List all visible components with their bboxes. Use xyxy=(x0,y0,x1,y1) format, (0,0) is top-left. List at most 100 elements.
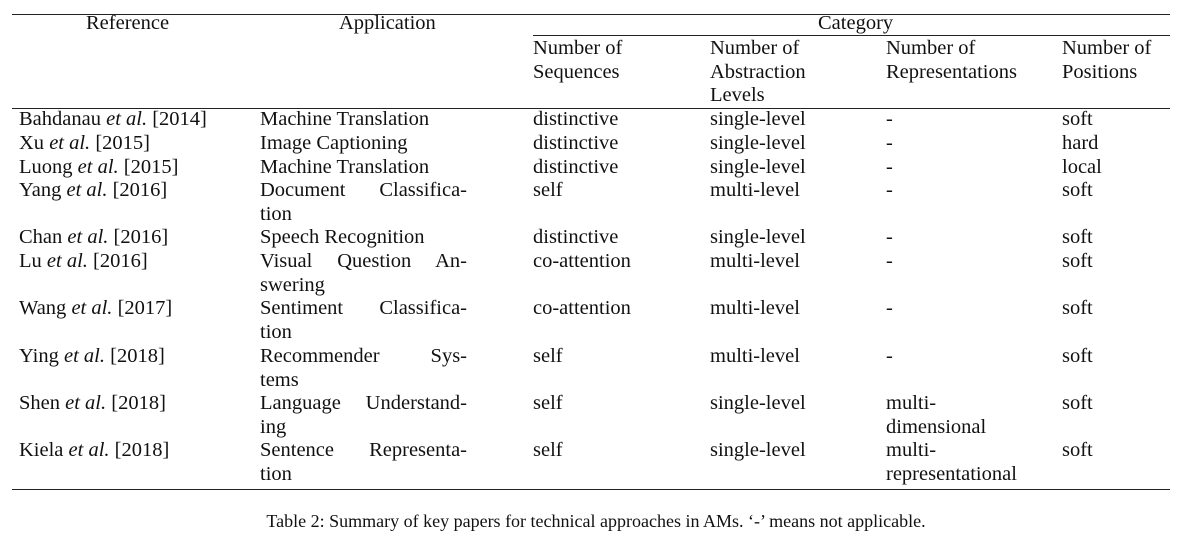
reference-et-al: et al. xyxy=(46,250,88,272)
cell-abstraction: single-level xyxy=(710,132,806,154)
cell-reference: Luong et al. [2015] xyxy=(19,156,178,180)
header-line: Number of xyxy=(533,37,623,59)
application-line: tion xyxy=(260,462,292,485)
reference-year: [2014] xyxy=(147,108,207,130)
application-line: Language Understand- xyxy=(260,392,467,414)
reference-year: [2018] xyxy=(106,392,166,414)
reference-author: Luong xyxy=(19,156,78,178)
cell-reference: Lu et al. [2016] xyxy=(19,250,148,274)
table-top-rule xyxy=(12,14,1170,15)
header-number-of-representations: Number of Representations xyxy=(886,37,1017,84)
reference-et-al: et al. xyxy=(64,345,105,367)
header-number-of-abstraction-levels: Number of Abstraction Levels xyxy=(710,37,806,108)
cell-reference: Chan et al. [2016] xyxy=(19,226,168,250)
header-number-of-sequences: Number of Sequences xyxy=(533,37,622,84)
cell-abstraction: multi-level xyxy=(710,179,800,201)
table-header-rule xyxy=(533,35,1170,36)
cell-representations: - xyxy=(886,108,893,132)
cell-application: Sentence Representa-tion xyxy=(260,439,467,486)
representations-line: - xyxy=(886,132,893,154)
header-line: Abstraction xyxy=(710,60,806,83)
reference-author: Chan xyxy=(19,226,68,248)
cell-reference: Kiela et al. [2018] xyxy=(19,439,169,463)
application-line: Visual Question An- xyxy=(260,250,467,272)
cell-application: Language Understand-ing xyxy=(260,392,467,439)
application-line: Sentence Representa- xyxy=(260,439,467,461)
representations-line: - xyxy=(886,179,893,201)
cell-representations: - xyxy=(886,226,893,250)
representations-line: multi- xyxy=(886,439,937,461)
cell-representations: multi-dimensional xyxy=(886,392,986,439)
reference-et-al: et al. xyxy=(106,108,148,130)
application-line: Image Captioning xyxy=(260,132,408,154)
cell-positions: soft xyxy=(1062,345,1093,367)
cell-reference: Bahdanau et al. [2014] xyxy=(19,108,207,132)
cell-sequences: distinctive xyxy=(533,108,619,130)
cell-application: Image Captioning xyxy=(260,132,467,156)
cell-abstraction: multi-level xyxy=(710,297,800,319)
reference-et-al: et al. xyxy=(66,179,108,201)
representations-line: - xyxy=(886,345,893,367)
cell-sequences: co-attention xyxy=(533,250,631,272)
cell-application: Document Classifica-tion xyxy=(260,179,467,226)
cell-application: Recommender Sys-tems xyxy=(260,345,467,392)
cell-positions: soft xyxy=(1062,250,1093,272)
reference-year: [2017] xyxy=(112,297,173,319)
representations-line: multi- xyxy=(886,392,937,414)
cell-application: Machine Translation xyxy=(260,108,467,132)
application-line: tems xyxy=(260,368,299,391)
header-number-of-positions: Number of Positions xyxy=(1062,37,1151,84)
reference-et-al: et al. xyxy=(71,297,113,319)
cell-reference: Ying et al. [2018] xyxy=(19,345,165,369)
cell-representations: - xyxy=(886,179,893,203)
cell-representations: - xyxy=(886,156,893,180)
reference-year: [2016] xyxy=(87,250,148,272)
application-line: Sentiment Classifica- xyxy=(260,297,467,319)
reference-year: [2016] xyxy=(107,179,168,201)
cell-abstraction: multi-level xyxy=(710,345,800,367)
table-caption: Table 2: Summary of key papers for techn… xyxy=(266,511,926,531)
cell-representations: - xyxy=(886,250,893,274)
cell-positions: hard xyxy=(1062,132,1099,154)
header-line: Positions xyxy=(1062,60,1138,83)
application-line: Machine Translation xyxy=(260,156,430,178)
cell-abstraction: single-level xyxy=(710,108,806,130)
reference-author: Lu xyxy=(19,250,47,272)
cell-representations: - xyxy=(886,132,893,156)
reference-et-al: et al. xyxy=(65,392,107,414)
representations-line: - xyxy=(886,108,893,130)
reference-year: [2015] xyxy=(90,132,150,154)
cell-positions: local xyxy=(1062,156,1102,178)
header-reference: Reference xyxy=(86,12,170,34)
cell-sequences: distinctive xyxy=(533,132,619,154)
reference-author: Bahdanau xyxy=(19,108,107,130)
cell-application: Speech Recognition xyxy=(260,226,467,250)
reference-year: [2018] xyxy=(109,439,170,461)
table-mid-rule xyxy=(12,108,1170,109)
header-line: Levels xyxy=(710,84,765,106)
cell-reference: Xu et al. [2015] xyxy=(19,132,150,156)
reference-et-al: et al. xyxy=(49,132,91,154)
reference-author: Xu xyxy=(19,132,50,154)
cell-application: Sentiment Classifica-tion xyxy=(260,297,467,344)
cell-representations: - xyxy=(886,345,893,369)
representations-line: representational xyxy=(886,462,1017,485)
cell-reference: Yang et al. [2016] xyxy=(19,179,167,203)
cell-sequences: self xyxy=(533,439,563,461)
application-line: Machine Translation xyxy=(260,108,430,130)
header-line: Number of xyxy=(1062,37,1152,59)
cell-application: Machine Translation xyxy=(260,156,467,180)
reference-et-al: et al. xyxy=(77,156,119,178)
reference-author: Kiela xyxy=(19,439,69,461)
reference-year: [2015] xyxy=(118,156,179,178)
representations-line: - xyxy=(886,226,893,248)
cell-abstraction: single-level xyxy=(710,226,806,248)
representations-line: - xyxy=(886,250,893,272)
header-line: Representations xyxy=(886,60,1017,83)
cell-application: Visual Question An-swering xyxy=(260,250,467,297)
cell-abstraction: multi-level xyxy=(710,250,800,272)
application-line: Recommender Sys- xyxy=(260,345,467,367)
table-bottom-rule xyxy=(12,489,1170,490)
reference-author: Wang xyxy=(19,297,72,319)
reference-et-al: et al. xyxy=(67,226,109,248)
